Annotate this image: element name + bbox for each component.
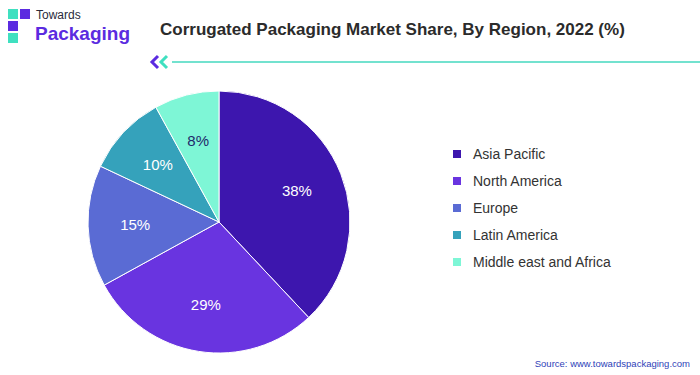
data-label: 15%: [120, 216, 150, 233]
legend-label: Europe: [473, 200, 518, 216]
data-label: 38%: [282, 182, 312, 199]
logo-block: [8, 9, 18, 19]
logo-block: [8, 21, 18, 31]
legend-swatch: [453, 150, 461, 158]
data-label: 8%: [187, 132, 209, 149]
data-label: 29%: [191, 296, 221, 313]
legend-label: North America: [473, 173, 562, 189]
header-chevron: [161, 56, 167, 68]
legend: Asia Pacific North America Europe Latin Ame…: [453, 146, 611, 270]
logo-text: Packaging: [35, 23, 130, 44]
legend-label: Middle east and Africa: [473, 254, 611, 270]
legend-swatch: [453, 231, 461, 239]
legend-label: Latin America: [473, 227, 558, 243]
logo: TowardsPackaging: [8, 8, 130, 44]
legend-label: Asia Pacific: [473, 146, 545, 162]
logo-text: Towards: [36, 8, 81, 22]
header-rule: [172, 61, 700, 63]
logo-block: [8, 33, 18, 43]
chart-canvas: TowardsPackaging Corrugated Packaging Mar…: [0, 0, 700, 375]
header-chevron: [152, 56, 158, 68]
data-labels: 38% 29% 15% 10% 8%: [120, 132, 312, 313]
background: [0, 0, 700, 375]
title: Corrugated Packaging Market Share, By Re…: [160, 20, 625, 39]
data-label: 10%: [143, 156, 173, 173]
legend-swatch: [453, 177, 461, 185]
source: Source: www.towardspackaging.com: [535, 358, 690, 369]
logo-block: [20, 9, 30, 19]
pie: [88, 91, 350, 353]
legend-swatch: [453, 258, 461, 266]
legend-swatch: [453, 204, 461, 212]
